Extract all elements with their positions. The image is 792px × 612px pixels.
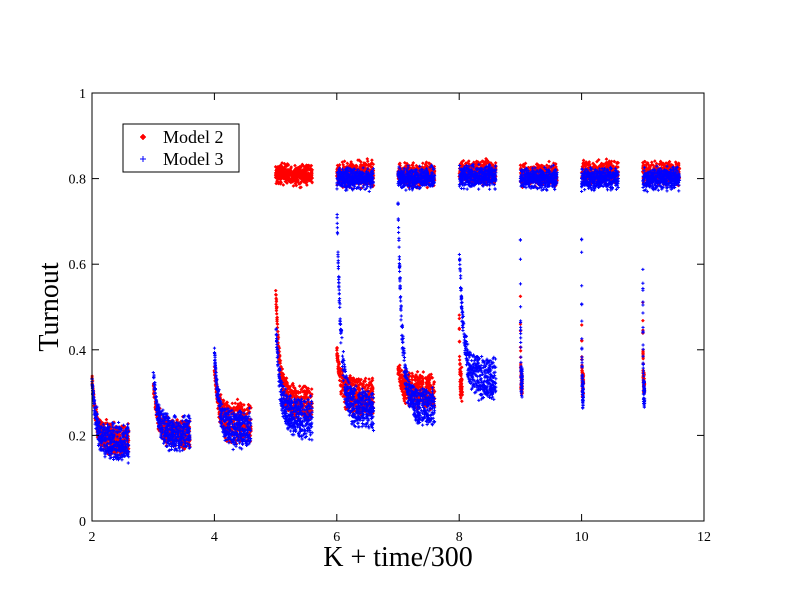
data-point [236, 402, 241, 407]
data-point [235, 397, 240, 402]
data-point [221, 402, 226, 407]
data-point [241, 402, 246, 407]
data-point [104, 417, 109, 422]
data-point [227, 404, 232, 409]
data-points [90, 156, 682, 465]
data-point [233, 401, 238, 406]
data-point [103, 421, 108, 426]
data-point [238, 400, 243, 405]
data-point [230, 401, 235, 406]
data-point [246, 402, 251, 407]
data-point [242, 408, 247, 413]
data-point [225, 403, 230, 407]
data-point [234, 406, 239, 411]
